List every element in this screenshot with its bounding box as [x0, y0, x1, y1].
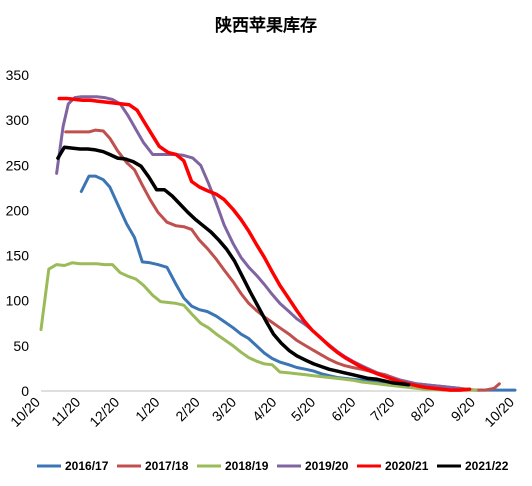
y-tick-label: 100	[6, 293, 30, 309]
series-line-2019-20	[55, 95, 461, 390]
x-tick-label: 8/20	[407, 394, 438, 425]
x-tick-label: 11/20	[48, 394, 84, 430]
x-tick-label: 7/20	[367, 394, 398, 425]
series-line-2021-22	[56, 145, 411, 387]
legend-label: 2021/22	[465, 459, 509, 473]
legend-label: 2017/18	[145, 459, 189, 473]
legend-label: 2019/20	[305, 459, 349, 473]
x-tick-label: 5/20	[288, 394, 319, 425]
y-tick-label: 350	[6, 67, 30, 83]
series-line-2017-18	[64, 128, 501, 392]
y-tick-label: 300	[6, 112, 30, 128]
plot-area	[39, 95, 517, 392]
x-tick-label: 10/20	[481, 394, 517, 430]
x-tick-label: 4/20	[249, 394, 280, 425]
x-axis: 10/20 11/20 12/20 1/20 2/20 3/20 4/20 5/20 6/20 7…	[7, 394, 517, 430]
legend: 2016/17 2017/18 2018/19 2019/20 2020/21 2021/…	[37, 459, 509, 473]
x-tick-label: 1/20	[132, 394, 163, 425]
series-line-2018-19	[39, 261, 478, 392]
y-tick-label: 250	[6, 157, 30, 173]
y-axis: 0 50 100 150 200 250 300 350	[6, 67, 30, 399]
legend-label: 2016/17	[65, 459, 109, 473]
x-tick-label: 9/20	[448, 394, 479, 425]
y-tick-label: 0	[21, 383, 29, 399]
y-tick-label: 150	[6, 248, 30, 264]
x-tick-label: 2/20	[172, 394, 203, 425]
chart-title: 陕西苹果库存	[215, 15, 317, 36]
x-tick-label: 12/20	[86, 394, 122, 430]
x-tick-label: 3/20	[209, 394, 240, 425]
x-tick-label: 10/20	[7, 394, 43, 430]
legend-label: 2020/21	[385, 459, 429, 473]
y-tick-label: 50	[13, 338, 29, 354]
y-tick-label: 200	[6, 202, 30, 218]
x-tick-label: 6/20	[328, 394, 359, 425]
series-line-2020-21	[57, 96, 472, 392]
legend-label: 2018/19	[225, 459, 269, 473]
